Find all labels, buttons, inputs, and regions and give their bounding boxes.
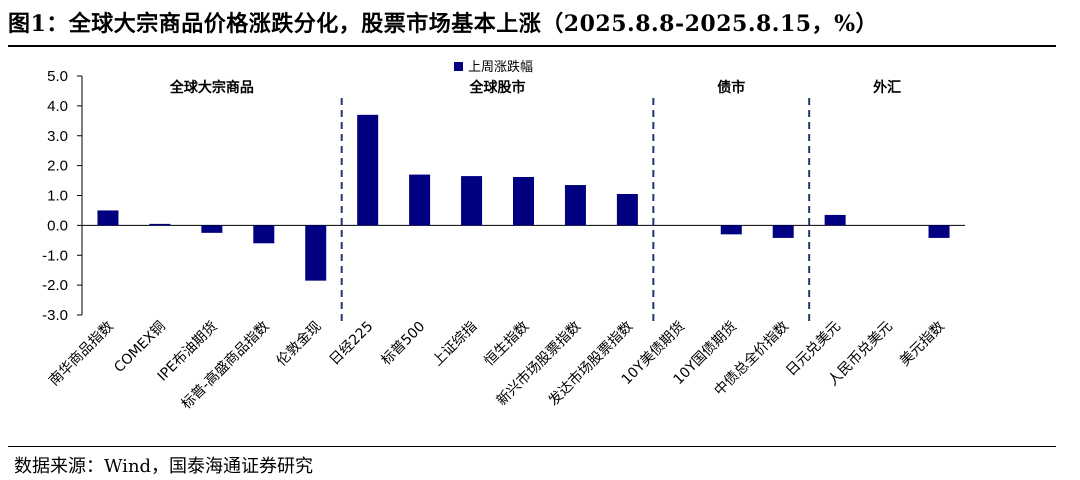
bar bbox=[513, 176, 534, 226]
x-category-label: 美元指数 bbox=[897, 319, 948, 370]
y-tick-label: -2.0 bbox=[42, 277, 68, 294]
y-tick-label: 4.0 bbox=[47, 98, 68, 115]
y-tick-label: 5.0 bbox=[47, 68, 68, 85]
bar bbox=[461, 176, 483, 226]
bar bbox=[772, 225, 794, 238]
bar bbox=[720, 225, 742, 235]
legend-label: 上周涨跌幅 bbox=[468, 59, 533, 75]
y-tick-label: 1.0 bbox=[47, 188, 68, 205]
y-tick-label: -3.0 bbox=[42, 307, 68, 324]
bar bbox=[201, 225, 223, 233]
group-label: 债市 bbox=[717, 79, 745, 96]
source-rule bbox=[8, 446, 1056, 447]
y-tick-label: 0.0 bbox=[47, 217, 68, 234]
bar bbox=[824, 214, 846, 226]
bar bbox=[305, 225, 327, 281]
y-tick-label: 3.0 bbox=[47, 128, 68, 145]
legend-swatch bbox=[454, 62, 463, 71]
bar bbox=[409, 174, 431, 226]
bar bbox=[253, 225, 275, 244]
x-category-label: 恒生指数 bbox=[481, 319, 532, 370]
bar bbox=[616, 194, 638, 226]
bar bbox=[928, 225, 950, 238]
y-tick-label: 2.0 bbox=[47, 158, 68, 175]
y-tick-label: -1.0 bbox=[42, 247, 68, 264]
bar bbox=[97, 210, 119, 226]
x-category-label: 日经225 bbox=[326, 319, 376, 369]
group-label: 全球股市 bbox=[469, 79, 526, 96]
x-category-label: 标普-高盛商品指数 bbox=[178, 318, 273, 413]
x-category-label: 标普500 bbox=[378, 319, 428, 369]
source-note: 数据来源：Wind，国泰海通证券研究 bbox=[14, 456, 314, 477]
title-rule bbox=[8, 45, 1056, 47]
bar bbox=[357, 114, 379, 226]
bar bbox=[149, 223, 171, 226]
bar bbox=[564, 185, 586, 226]
x-category-label: 伦敦金现 bbox=[274, 319, 325, 370]
figure-title: 图1：全球大宗商品价格涨跌分化，股票市场基本上涨（2025.8.8-2025.8… bbox=[8, 11, 878, 37]
x-category-label: 上证综指 bbox=[429, 319, 480, 370]
group-label: 全球大宗商品 bbox=[169, 79, 254, 96]
bar-chart: 5.04.03.02.01.00.0-1.0-2.0-3.0南华商品指数COME… bbox=[42, 59, 965, 413]
group-label: 外汇 bbox=[873, 79, 901, 96]
x-category-label: 南华商品指数 bbox=[46, 319, 117, 390]
